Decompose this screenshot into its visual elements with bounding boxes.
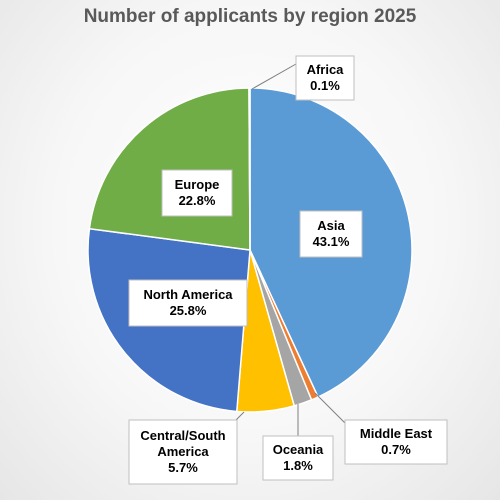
data-label-name: Middle East [360, 426, 433, 441]
leader-line-africa [251, 63, 297, 90]
pie-slice-africa [248, 87, 251, 251]
data-label-box [161, 169, 233, 217]
data-label-box [295, 55, 355, 101]
data-label-name: Oceania [273, 442, 324, 457]
data-label-name: North America [143, 287, 233, 302]
data-label-value: 43.1% [313, 234, 350, 249]
data-label-value: 0.7% [381, 442, 411, 457]
data-label-box [128, 279, 248, 327]
data-label-name: Africa [307, 62, 345, 77]
data-label-name: Europe [175, 177, 220, 192]
data-label-value: 22.8% [179, 193, 216, 208]
data-label-box [299, 210, 363, 258]
chart-title: Number of applicants by region 2025 [83, 6, 417, 27]
leader-line-middle-east [314, 392, 346, 424]
data-label-value: 1.8% [283, 458, 313, 473]
data-label-value: 25.8% [170, 303, 207, 318]
data-label-name: America [157, 444, 209, 459]
data-label-name: Central/South [140, 428, 225, 443]
data-label-box [128, 419, 238, 485]
data-label-value: 0.1% [310, 78, 340, 93]
data-label-name: Asia [317, 218, 345, 233]
pie-slice-europe [88, 87, 251, 251]
leader-line-central-south-america [235, 411, 245, 421]
data-label-box [344, 419, 448, 465]
data-label-box [262, 435, 334, 481]
data-label-value: 5.7% [168, 460, 198, 475]
